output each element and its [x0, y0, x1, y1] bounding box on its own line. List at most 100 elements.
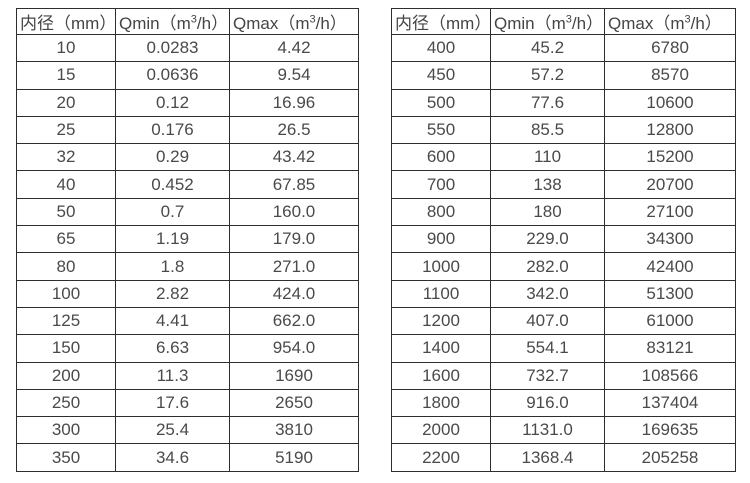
- qmax-cell: 662.0: [229, 306, 359, 336]
- table-row: 600 110 15200: [391, 143, 736, 172]
- qmin-header: Qmin（m3/h）: [490, 8, 605, 35]
- qmin-cell: 110: [490, 143, 605, 172]
- table-row: 1000 282.0 42400: [391, 252, 736, 281]
- table-row: 400 45.2 6780: [391, 33, 736, 63]
- qmax-cell: 10600: [604, 88, 736, 117]
- table-header: 内径（mm） Qmin（m3/h） Qmax（m3/h）: [391, 8, 736, 35]
- diameter-cell: 900: [391, 225, 491, 254]
- qmin-cell: 4.41: [115, 306, 230, 336]
- qmax-cell: 6780: [604, 33, 736, 63]
- qmin-cell: 138: [490, 170, 605, 199]
- qmin-cell: 0.0636: [115, 61, 230, 90]
- diameter-cell: 450: [391, 61, 491, 90]
- superscript-3: 3: [565, 13, 572, 26]
- flow-table-small-diameters: 内径（mm） Qmin（m3/h） Qmax（m3/h） 10 0.0283 4.42 1…: [16, 8, 359, 472]
- table-row: 250 17.6 2650: [16, 388, 359, 418]
- qmin-cell: 282.0: [490, 252, 605, 281]
- qmax-cell: 51300: [604, 279, 736, 308]
- qmin-cell: 0.7: [115, 197, 230, 227]
- qmin-cell: 0.12: [115, 88, 230, 117]
- qmin-cell: 342.0: [490, 279, 605, 308]
- diameter-cell: 1800: [391, 388, 491, 418]
- qmin-cell: 732.7: [490, 361, 605, 390]
- diameter-cell: 800: [391, 197, 491, 227]
- diameter-cell: 600: [391, 143, 491, 172]
- qmax-cell: 954.0: [229, 334, 359, 363]
- qmin-cell: 229.0: [490, 225, 605, 254]
- table-row: 1800 916.0 137404: [391, 388, 736, 418]
- qmin-cell: 1.19: [115, 225, 230, 254]
- qmin-cell: 25.4: [115, 416, 230, 445]
- table-row: 450 57.2 8570: [391, 61, 736, 90]
- table-row: 200 11.3 1690: [16, 361, 359, 390]
- diameter-cell: 40: [16, 170, 116, 199]
- superscript-3: 3: [309, 13, 316, 26]
- table-row: 50 0.7 160.0: [16, 197, 359, 227]
- table-row: 32 0.29 43.42: [16, 143, 359, 172]
- table-row: 80 1.8 271.0: [16, 252, 359, 281]
- qmin-cell: 77.6: [490, 88, 605, 117]
- qmax-cell: 83121: [604, 334, 736, 363]
- qmax-cell: 5190: [229, 443, 359, 472]
- table-row: 550 85.5 12800: [391, 115, 736, 145]
- table-row: 100 2.82 424.0: [16, 279, 359, 308]
- diameter-cell: 1100: [391, 279, 491, 308]
- qmax-cell: 12800: [604, 115, 736, 145]
- diameter-cell: 2000: [391, 416, 491, 445]
- diameter-cell: 100: [16, 279, 116, 308]
- qmax-cell: 424.0: [229, 279, 359, 308]
- diameter-cell: 50: [16, 197, 116, 227]
- qmin-cell: 0.176: [115, 115, 230, 145]
- diameter-cell: 65: [16, 225, 116, 254]
- qmin-cell: 407.0: [490, 306, 605, 336]
- flow-table-large-diameters: 内径（mm） Qmin（m3/h） Qmax（m3/h） 400 45.2 6780 45…: [391, 8, 736, 472]
- qmin-cell: 11.3: [115, 361, 230, 390]
- qmin-cell: 45.2: [490, 33, 605, 63]
- diameter-cell: 250: [16, 388, 116, 418]
- qmax-cell: 16.96: [229, 88, 359, 117]
- table-row: 300 25.4 3810: [16, 416, 359, 445]
- qmin-cell: 0.29: [115, 143, 230, 172]
- qmax-cell: 15200: [604, 143, 736, 172]
- diameter-cell: 1400: [391, 334, 491, 363]
- diameter-cell: 200: [16, 361, 116, 390]
- table-header: 内径（mm） Qmin（m3/h） Qmax（m3/h）: [16, 8, 359, 35]
- superscript-3: 3: [190, 13, 197, 26]
- diameter-cell: 25: [16, 115, 116, 145]
- qmax-cell: 160.0: [229, 197, 359, 227]
- qmax-cell: 42400: [604, 252, 736, 281]
- qmin-cell: 554.1: [490, 334, 605, 363]
- qmin-cell: 1368.4: [490, 443, 605, 472]
- qmax-cell: 27100: [604, 197, 736, 227]
- table-row: 350 34.6 5190: [16, 443, 359, 472]
- diameter-cell: 1200: [391, 306, 491, 336]
- qmin-cell: 17.6: [115, 388, 230, 418]
- diameter-cell: 700: [391, 170, 491, 199]
- table-row: 20 0.12 16.96: [16, 88, 359, 117]
- qmax-cell: 20700: [604, 170, 736, 199]
- qmin-cell: 0.452: [115, 170, 230, 199]
- diameter-cell: 300: [16, 416, 116, 445]
- qmin-cell: 1131.0: [490, 416, 605, 445]
- qmax-cell: 137404: [604, 388, 736, 418]
- table-row: 2200 1368.4 205258: [391, 443, 736, 472]
- qmin-cell: 6.63: [115, 334, 230, 363]
- diameter-cell: 1000: [391, 252, 491, 281]
- table-row: 25 0.176 26.5: [16, 115, 359, 145]
- table-row: 2000 1131.0 169635: [391, 416, 736, 445]
- qmin-header: Qmin（m3/h）: [115, 8, 230, 35]
- table-row: 10 0.0283 4.42: [16, 33, 359, 63]
- diameter-cell: 125: [16, 306, 116, 336]
- qmin-cell: 180: [490, 197, 605, 227]
- qmax-cell: 4.42: [229, 33, 359, 63]
- table-row: 900 229.0 34300: [391, 225, 736, 254]
- diameter-cell: 20: [16, 88, 116, 117]
- header-row: 内径（mm） Qmin（m3/h） Qmax（m3/h）: [391, 8, 736, 35]
- qmax-cell: 9.54: [229, 61, 359, 90]
- table-row: 1400 554.1 83121: [391, 334, 736, 363]
- table-row: 500 77.6 10600: [391, 88, 736, 117]
- diameter-cell: 2200: [391, 443, 491, 472]
- qmax-cell: 108566: [604, 361, 736, 390]
- qmin-cell: 85.5: [490, 115, 605, 145]
